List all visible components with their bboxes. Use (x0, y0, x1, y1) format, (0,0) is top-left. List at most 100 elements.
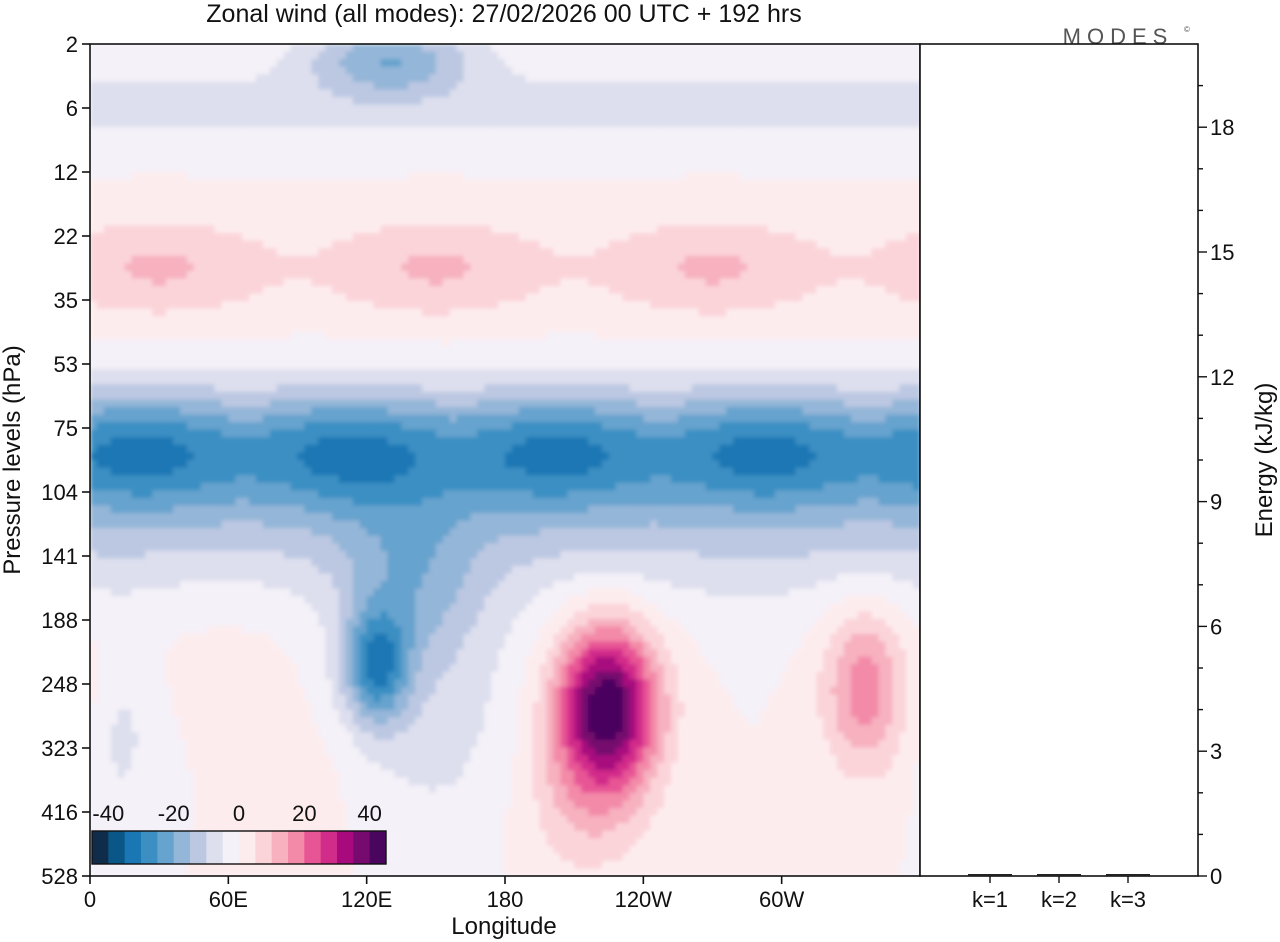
field-cell (677, 255, 686, 265)
field-cell (733, 270, 741, 280)
field-cell (173, 149, 181, 159)
field-cell (304, 210, 313, 219)
field-cell (117, 233, 126, 242)
field-cell (906, 172, 914, 181)
field-cell (830, 331, 838, 340)
field-cell (200, 240, 209, 250)
field-cell (186, 104, 195, 113)
field-cell (276, 51, 285, 60)
field-cell (657, 293, 665, 302)
field-cell (553, 255, 562, 265)
field-cell (608, 308, 617, 318)
field-cell (747, 89, 755, 98)
field-cell (401, 240, 409, 250)
field-cell (173, 96, 181, 106)
field-cell (173, 104, 181, 113)
field-cell (511, 255, 520, 265)
field-cell (193, 338, 202, 348)
field-cell (525, 165, 534, 174)
field-cell (760, 165, 769, 174)
field-cell (913, 187, 920, 197)
field-cell (712, 263, 721, 272)
field-cell (138, 89, 147, 98)
field-cell (671, 134, 679, 144)
field-cell (442, 81, 451, 91)
field-cell (380, 278, 389, 287)
field-cell (615, 286, 624, 295)
field-cell (304, 255, 313, 265)
field-cell (608, 119, 617, 128)
field-cell (387, 195, 396, 204)
field-cell (823, 308, 831, 318)
field-cell (871, 96, 880, 106)
field-cell (899, 301, 907, 310)
field-cell (415, 127, 423, 136)
field-cell (574, 44, 582, 53)
field-cell (110, 157, 119, 166)
field-cell (415, 278, 423, 287)
field-cell (636, 187, 645, 197)
field-cell (249, 202, 257, 212)
field-cell (359, 308, 368, 318)
field-cell (871, 165, 880, 174)
field-cell (470, 51, 479, 60)
field-cell (899, 210, 907, 219)
field-cell (581, 354, 589, 363)
field-cell (422, 157, 430, 166)
field-cell (373, 172, 382, 181)
field-cell (837, 157, 845, 166)
field-cell (311, 119, 320, 128)
field-cell (152, 165, 160, 174)
field-cell (608, 165, 617, 174)
field-cell (103, 44, 112, 53)
field-cell (90, 134, 98, 144)
field-cell (311, 157, 320, 166)
field-cell (276, 338, 285, 348)
field-cell (415, 240, 423, 250)
field-cell (387, 104, 396, 113)
field-cell (546, 316, 555, 325)
field-cell (311, 316, 320, 325)
field-cell (864, 286, 873, 295)
field-cell (726, 134, 735, 144)
field-cell (691, 134, 700, 144)
field-cell (643, 195, 652, 204)
field-cell (304, 308, 313, 318)
field-cell (601, 165, 610, 174)
field-cell (359, 66, 368, 76)
field-cell (131, 316, 140, 325)
field-cell (532, 157, 541, 166)
field-cell (318, 316, 326, 325)
field-cell (470, 59, 479, 68)
field-cell (532, 240, 541, 250)
field-cell (608, 301, 617, 310)
field-cell (913, 255, 920, 265)
field-cell (774, 270, 783, 280)
field-cell (339, 248, 347, 257)
field-cell (373, 142, 382, 151)
field-cell (857, 301, 866, 310)
field-cell (823, 180, 831, 189)
field-cell (228, 119, 237, 128)
field-cell (193, 112, 202, 121)
field-cell (677, 233, 686, 242)
field-cell (601, 172, 610, 181)
field-cell (318, 134, 326, 144)
field-cell (359, 270, 368, 280)
field-cell (816, 74, 824, 83)
field-cell (518, 51, 527, 60)
field-cell (553, 217, 562, 227)
field-cell (532, 331, 541, 340)
field-cell (719, 51, 728, 60)
field-cell (788, 142, 797, 151)
field-cell (470, 81, 479, 91)
field-cell (629, 112, 638, 121)
field-cell (249, 180, 257, 189)
field-cell (684, 142, 693, 151)
field-cell (297, 248, 306, 257)
field-cell (422, 51, 430, 60)
field-cell (719, 240, 728, 250)
field-cell (774, 210, 783, 219)
field-cell (435, 74, 444, 83)
field-cell (207, 112, 216, 121)
